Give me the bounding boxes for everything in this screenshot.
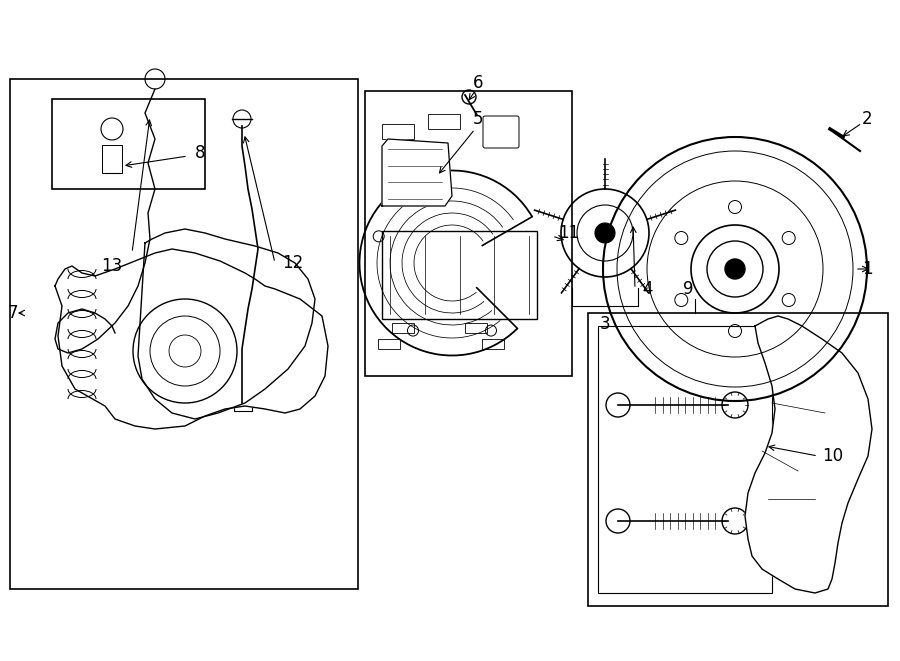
Polygon shape [55, 249, 328, 429]
Text: 8: 8 [195, 144, 205, 162]
Bar [52, 99, 205, 189]
Bar [378, 339, 400, 349]
Text: 3: 3 [599, 315, 610, 333]
Polygon shape [382, 139, 452, 206]
Bar [428, 114, 460, 129]
Text: 5: 5 [472, 110, 483, 128]
Text: 10: 10 [822, 447, 843, 465]
Text: 12: 12 [282, 254, 303, 272]
Bar [482, 339, 504, 349]
Text: 1: 1 [862, 260, 873, 278]
Polygon shape [745, 316, 872, 593]
Text: 2: 2 [862, 110, 873, 128]
Circle shape [725, 259, 745, 279]
Bar [392, 323, 414, 333]
Bar [465, 323, 487, 333]
Circle shape [595, 223, 615, 243]
Bar [365, 91, 572, 376]
Polygon shape [138, 229, 315, 419]
Text: 13: 13 [101, 257, 122, 275]
Text: 4: 4 [642, 280, 652, 298]
Bar [234, 399, 252, 411]
Bar [588, 313, 888, 606]
Text: 9: 9 [683, 280, 693, 298]
Text: 6: 6 [472, 74, 483, 92]
Bar [102, 145, 122, 173]
Bar [382, 124, 414, 139]
Text: 7: 7 [7, 304, 18, 322]
Text: 11: 11 [558, 224, 580, 242]
Bar [108, 331, 126, 343]
Bar [598, 326, 772, 593]
Bar [10, 79, 358, 589]
Bar [382, 231, 537, 319]
